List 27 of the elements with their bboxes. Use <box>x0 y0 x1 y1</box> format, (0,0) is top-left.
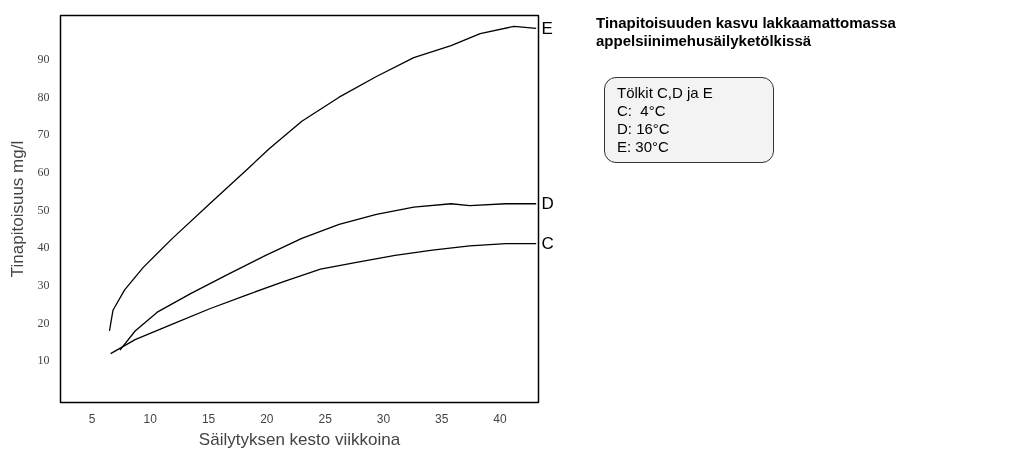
y-tick-label: 70 <box>37 127 50 142</box>
series-label: E <box>541 18 553 38</box>
x-axis-title: Säilytyksen kesto viikkoina <box>198 429 401 449</box>
text: E: 30°C <box>617 138 669 155</box>
y-axis-title: Tinapitoisuus mg/l <box>7 140 27 278</box>
y-tick-label: 10 <box>37 353 50 368</box>
series-label: D <box>541 194 554 214</box>
x-tick-label: 25 <box>318 411 333 426</box>
text: Tölkit C,D ja E <box>617 84 713 101</box>
x-tick-label: 35 <box>435 411 449 426</box>
x-tick-label: 20 <box>260 411 274 426</box>
y-tick-label: 60 <box>37 165 50 180</box>
y-tick-label: 30 <box>37 278 50 293</box>
text: D: 16°C <box>617 120 670 137</box>
x-tick-label: 15 <box>201 411 216 426</box>
x-tick-label: 5 <box>88 411 96 426</box>
series-label: C <box>541 234 554 254</box>
y-tick-label: 40 <box>37 240 50 255</box>
x-tick-label: 10 <box>143 411 158 426</box>
text: Tinapitoisuuden kasvu lakkaamattomassa appelsiinimehusäilyketölkissä <box>596 14 896 49</box>
y-tick-label: 90 <box>37 52 50 67</box>
y-tick-label: 20 <box>37 315 50 330</box>
y-tick-label: 80 <box>37 89 50 104</box>
y-tick-label: 50 <box>37 202 50 217</box>
text: C: 4°C <box>617 102 666 119</box>
x-tick-label: 40 <box>493 411 508 426</box>
x-tick-label: 30 <box>376 411 391 426</box>
